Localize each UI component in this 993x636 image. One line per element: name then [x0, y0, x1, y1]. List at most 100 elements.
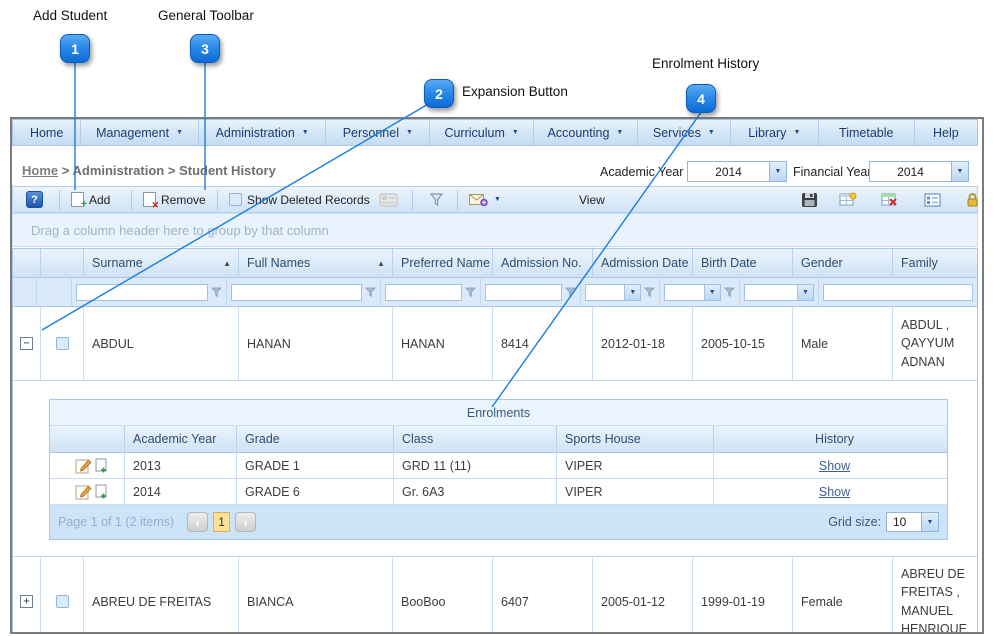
enrol-header-class[interactable]: Class — [394, 426, 557, 453]
chevron-down-icon: ▼ — [793, 129, 801, 136]
column-header-family[interactable]: Family — [893, 249, 977, 278]
enrol-header-academic-year[interactable]: Academic Year — [125, 426, 237, 453]
help-button[interactable]: ? — [26, 187, 43, 212]
menu-item-accounting[interactable]: Accounting ▼ — [534, 120, 638, 145]
grid-header-row: Surname ▲ Full Names ▲ Preferred Name Admi… — [13, 249, 977, 278]
cell-gender: Female — [793, 557, 893, 632]
pager-next-button[interactable]: › — [235, 512, 257, 532]
pager-status: Page 1 of 1 (2 items) — [58, 515, 175, 529]
financial-year-label: Financial Year — [793, 165, 872, 179]
group-by-band[interactable]: Drag a column header here to group by th… — [12, 213, 978, 247]
column-header-admission-date[interactable]: Admission Date — [593, 249, 693, 278]
show-deleted-records-toggle[interactable]: Show Deleted Records — [229, 187, 370, 212]
academic-year-select[interactable]: 2014 ▼ — [687, 161, 787, 182]
menu-item-administration[interactable]: Administration ▼ — [199, 120, 327, 145]
show-history-link[interactable]: Show — [818, 484, 851, 499]
delete-view-button[interactable] — [881, 187, 899, 212]
filter-input-family[interactable] — [823, 283, 973, 301]
filter-input-preferred-name[interactable] — [384, 283, 462, 301]
filter-funnel-icon[interactable] — [211, 287, 222, 298]
email-button[interactable]: ▼ — [469, 187, 501, 212]
filter-funnel-icon[interactable] — [644, 287, 656, 298]
enrol-header-history[interactable]: History — [714, 426, 947, 453]
filter-funnel-icon[interactable] — [565, 287, 576, 298]
menu-item-home[interactable]: Home — [13, 120, 82, 145]
menu-item-services[interactable]: Services ▼ — [638, 120, 731, 145]
breadcrumb-home-link[interactable]: Home — [22, 163, 59, 178]
filter-icon — [429, 193, 444, 207]
column-header-admission-no[interactable]: Admission No. — [493, 249, 593, 278]
add-button[interactable]: + Add — [71, 187, 110, 212]
student-grid: Surname ▲ Full Names ▲ Preferred Name Admi… — [12, 248, 978, 632]
collapse-row-button[interactable]: − — [20, 337, 33, 350]
row-checkbox[interactable] — [55, 337, 69, 350]
card-view-button[interactable] — [379, 187, 398, 212]
filter-select-admission-date[interactable]: ▼ — [584, 283, 642, 301]
enrolment-row: 2014 GRADE 6 Gr. 6A3 VIPER Show — [50, 479, 947, 505]
header-expand-col — [13, 249, 41, 278]
column-header-gender[interactable]: Gender — [793, 249, 893, 278]
table-row-abdul[interactable]: − ABDUL HANAN HANAN 8414 2012-01-18 2005… — [13, 307, 977, 381]
financial-year-select[interactable]: 2014 ▼ — [869, 161, 969, 182]
show-history-link[interactable]: Show — [818, 458, 851, 473]
cell-family: ABREU DE FREITAS , MANUEL HENRIQUE — [893, 557, 977, 632]
lock-button[interactable] — [965, 187, 980, 212]
column-header-preferred-name[interactable]: Preferred Name — [393, 249, 493, 278]
filter-select-gender[interactable]: ▼ — [743, 283, 814, 301]
table-row-abreu-de-freitas[interactable]: + ABREU DE FREITAS BIANCA BooBoo 6407 20… — [13, 557, 977, 632]
grid-delete-icon — [881, 193, 897, 206]
filter-input-full-names[interactable] — [230, 283, 362, 301]
expand-row-button[interactable]: + — [20, 595, 33, 608]
cell-surname: ABREU DE FREITAS — [84, 557, 239, 632]
remove-button[interactable]: ✕ Remove — [143, 187, 206, 212]
filter-input-admission-no[interactable] — [484, 283, 562, 301]
save-view-button[interactable] — [801, 187, 818, 212]
enrol-header-grade[interactable]: Grade — [237, 426, 394, 453]
cell-admission-no: 6407 — [493, 557, 593, 632]
add-enrolment-icon[interactable] — [95, 458, 108, 473]
enrol-header-sports-house[interactable]: Sports House — [557, 426, 714, 453]
enrol-cell-year: 2014 — [125, 479, 237, 505]
menu-item-curriculum[interactable]: Curriculum ▼ — [430, 120, 535, 145]
chevron-down-icon[interactable]: ▼ — [951, 162, 968, 181]
edit-pencil-icon[interactable] — [75, 484, 92, 500]
enrolments-pager: Page 1 of 1 (2 items) ‹ 1 › Grid size: 1… — [50, 505, 947, 539]
menu-item-library[interactable]: Library ▼ — [731, 120, 819, 145]
grid-size-select[interactable]: 10 ▼ — [886, 512, 939, 532]
menu-item-personnel[interactable]: Personnel ▼ — [326, 120, 431, 145]
menu-item-management[interactable]: Management ▼ — [81, 120, 199, 145]
filter-funnel-icon[interactable] — [723, 287, 735, 298]
enrol-header-actions — [50, 426, 125, 453]
card-icon — [379, 193, 398, 206]
callout-badge-2: 2 — [424, 79, 454, 108]
callout-label-enrolment-history: Enrolment History — [652, 56, 760, 71]
menu-item-help[interactable]: Help — [932, 125, 959, 140]
column-header-birth-date[interactable]: Birth Date — [693, 249, 793, 278]
main-menubar: Home Management ▼ Administration ▼ Personn… — [12, 119, 978, 146]
enrol-cell-sports-house: VIPER — [557, 453, 714, 479]
callout-badge-3: 3 — [190, 34, 220, 63]
filter-button[interactable] — [429, 187, 444, 212]
pager-page-1-button[interactable]: 1 — [213, 512, 231, 532]
edit-pencil-icon[interactable] — [75, 458, 92, 474]
row-checkbox[interactable] — [55, 595, 69, 608]
cell-birth-date: 1999-01-19 — [693, 557, 793, 632]
filter-select-birth-date[interactable]: ▼ — [664, 283, 721, 301]
pager-prev-button[interactable]: ‹ — [187, 512, 209, 532]
enrolment-row: 2013 GRADE 1 GRD 11 (11) VIPER Show — [50, 453, 947, 479]
menu-item-timetable[interactable]: Timetable — [819, 120, 915, 145]
column-header-full-names[interactable]: Full Names ▲ — [239, 249, 393, 278]
column-header-surname[interactable]: Surname ▲ — [84, 249, 239, 278]
filter-input-surname[interactable] — [75, 283, 208, 301]
chevron-down-icon[interactable]: ▼ — [769, 162, 786, 181]
help-icon: ? — [26, 191, 43, 208]
filter-funnel-icon[interactable] — [365, 287, 376, 298]
cell-birth-date: 2005-10-15 — [693, 307, 793, 381]
cell-admission-date: 2012-01-18 — [593, 307, 693, 381]
filter-funnel-icon[interactable] — [465, 287, 476, 298]
chevron-down-icon: ▼ — [624, 284, 641, 300]
chevron-down-icon[interactable]: ▼ — [921, 513, 938, 531]
column-chooser-button[interactable] — [924, 187, 941, 212]
new-view-button[interactable] — [839, 187, 857, 212]
add-enrolment-icon[interactable] — [95, 484, 108, 499]
